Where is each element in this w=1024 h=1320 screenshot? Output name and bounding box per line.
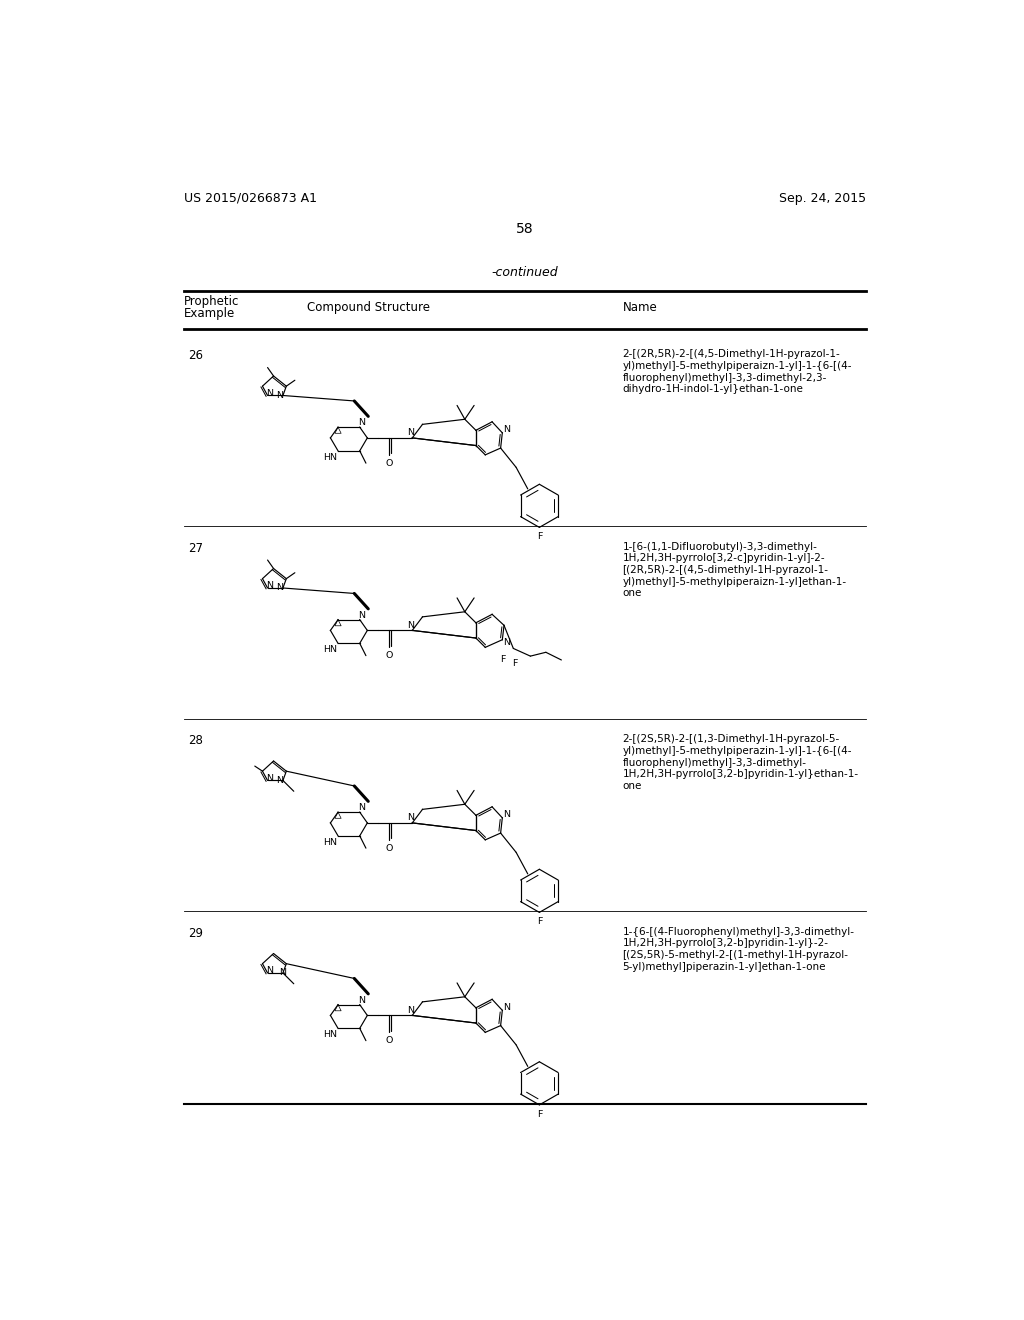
Text: N: N <box>357 418 365 426</box>
Text: N: N <box>408 813 415 822</box>
Text: N: N <box>276 776 284 785</box>
Text: N: N <box>504 425 511 434</box>
Text: N: N <box>265 774 272 783</box>
Text: N: N <box>357 803 365 812</box>
Text: N: N <box>408 1006 415 1015</box>
Text: 28: 28 <box>188 734 204 747</box>
Text: F: F <box>537 532 542 541</box>
Text: Prophetic: Prophetic <box>183 296 240 309</box>
Text: -continued: -continued <box>492 265 558 279</box>
Text: HN: HN <box>324 645 337 653</box>
Text: N: N <box>265 966 272 975</box>
Text: 58: 58 <box>516 222 534 236</box>
Text: Example: Example <box>183 308 236 319</box>
Text: N: N <box>276 391 284 400</box>
Text: F: F <box>537 917 542 927</box>
Text: HN: HN <box>324 453 337 462</box>
Text: 1-[6-(1,1-Difluorobutyl)-3,3-dimethyl-
1H,2H,3H-pyrrolo[3,2-c]pyridin-1-yl]-2-
[: 1-[6-(1,1-Difluorobutyl)-3,3-dimethyl- 1… <box>623 543 847 598</box>
Text: N: N <box>276 583 284 593</box>
Text: US 2015/0266873 A1: US 2015/0266873 A1 <box>183 191 316 205</box>
Text: F: F <box>500 655 505 664</box>
Text: Compound Structure: Compound Structure <box>307 301 430 314</box>
Text: 2-[(2R,5R)-2-[(4,5-Dimethyl-1H-pyrazol-1-
yl)methyl]-5-methylpiperaizn-1-yl]-1-{: 2-[(2R,5R)-2-[(4,5-Dimethyl-1H-pyrazol-1… <box>623 350 852 395</box>
Text: HN: HN <box>324 837 337 846</box>
Text: Name: Name <box>623 301 657 314</box>
Text: 2-[(2S,5R)-2-[(1,3-Dimethyl-1H-pyrazol-5-
yl)methyl]-5-methylpiperazin-1-yl]-1-{: 2-[(2S,5R)-2-[(1,3-Dimethyl-1H-pyrazol-5… <box>623 734 858 791</box>
Text: N: N <box>265 388 272 397</box>
Text: F: F <box>537 1110 542 1118</box>
Text: F: F <box>512 659 517 668</box>
Text: N: N <box>357 995 365 1005</box>
Text: N: N <box>504 639 511 647</box>
Text: 27: 27 <box>188 543 204 554</box>
Text: O: O <box>385 1036 393 1045</box>
Text: 26: 26 <box>188 350 204 363</box>
Text: N: N <box>280 968 287 977</box>
Text: 1-{6-[(4-Fluorophenyl)methyl]-3,3-dimethyl-
1H,2H,3H-pyrrolo[3,2-b]pyridin-1-yl}: 1-{6-[(4-Fluorophenyl)methyl]-3,3-dimeth… <box>623 927 854 972</box>
Text: N: N <box>504 810 511 820</box>
Text: N: N <box>357 611 365 619</box>
Text: N: N <box>408 620 415 630</box>
Text: O: O <box>385 651 393 660</box>
Text: 29: 29 <box>188 927 204 940</box>
Text: N: N <box>504 1003 511 1011</box>
Text: O: O <box>385 459 393 467</box>
Text: Sep. 24, 2015: Sep. 24, 2015 <box>778 191 866 205</box>
Text: N: N <box>408 428 415 437</box>
Text: HN: HN <box>324 1030 337 1039</box>
Text: N: N <box>265 581 272 590</box>
Text: O: O <box>385 843 393 853</box>
